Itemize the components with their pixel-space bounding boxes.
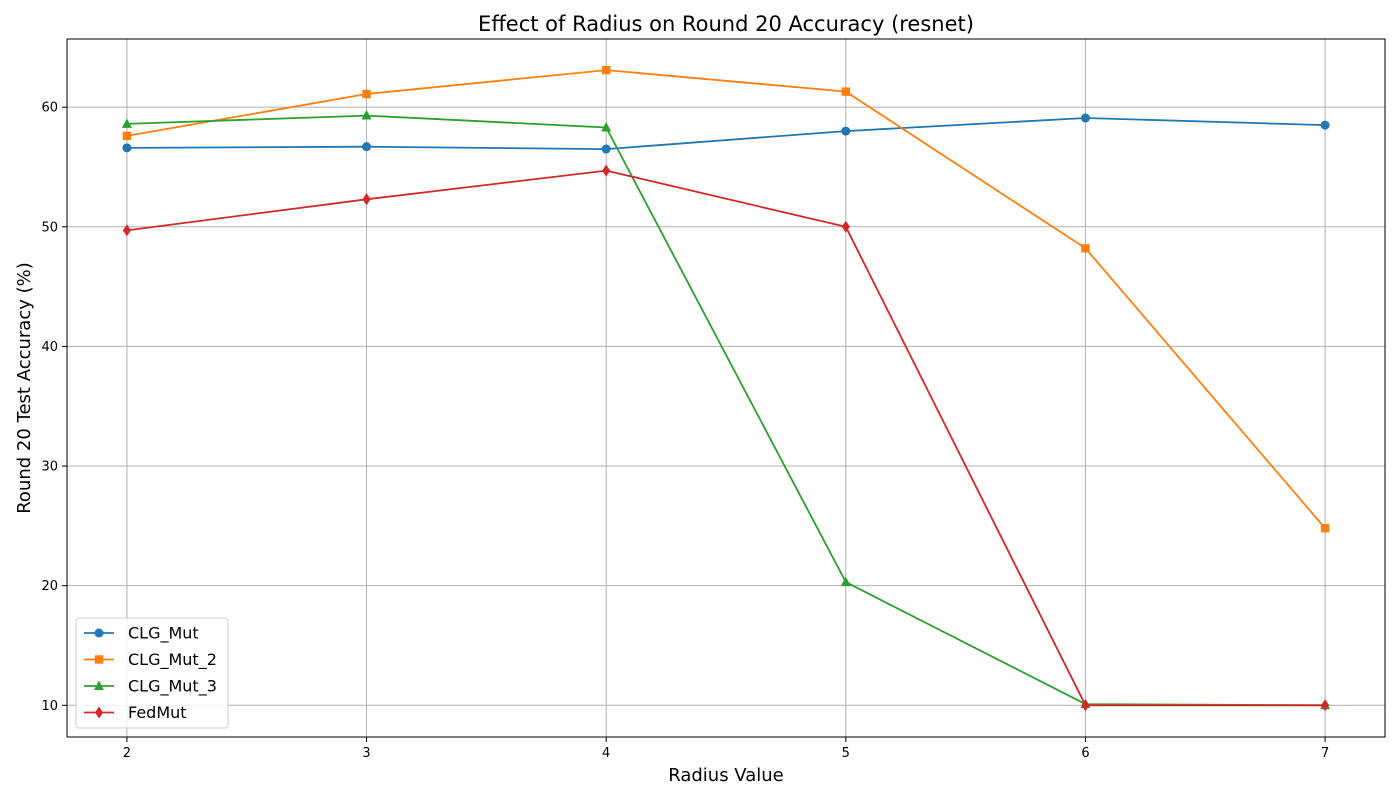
series-group bbox=[121, 65, 1331, 712]
x-tick-label: 2 bbox=[123, 746, 131, 761]
legend-label: FedMut bbox=[128, 703, 187, 722]
grid bbox=[67, 39, 1385, 737]
data-point-fedmut bbox=[1321, 699, 1330, 712]
data-point-clg-mut bbox=[601, 144, 611, 154]
legend: CLG_Mut CLG_Mut_2 CLG_Mut_3 FedMut bbox=[75, 617, 229, 729]
legend-label: CLG_Mut_3 bbox=[128, 677, 217, 697]
series-clg-mut-2 bbox=[122, 65, 1330, 533]
data-point-fedmut bbox=[841, 220, 850, 233]
legend-item-clg-mut-2: CLG_Mut_2 bbox=[84, 650, 217, 670]
data-point-clg-mut-3 bbox=[361, 110, 372, 120]
data-point-fedmut bbox=[1081, 699, 1090, 712]
data-point-clg-mut bbox=[841, 126, 851, 136]
series-clg-mut-3 bbox=[121, 110, 1331, 710]
y-tick-label: 10 bbox=[41, 699, 58, 714]
x-tick-label: 5 bbox=[842, 746, 850, 761]
axes-frame bbox=[66, 38, 1386, 738]
chart-title: Effect of Radius on Round 20 Accuracy (r… bbox=[478, 12, 974, 36]
legend-marker bbox=[94, 680, 104, 690]
x-axis-label: Radius Value bbox=[668, 765, 784, 786]
y-tick-label: 50 bbox=[41, 220, 58, 235]
legend-marker bbox=[95, 706, 103, 719]
data-point-clg-mut-3 bbox=[840, 576, 851, 587]
legend-marker bbox=[94, 628, 104, 638]
legend-item-clg-mut: CLG_Mut bbox=[84, 624, 199, 644]
x-tick-label: 3 bbox=[362, 746, 370, 761]
legend-item-fedmut: FedMut bbox=[84, 703, 187, 722]
legend-box bbox=[75, 617, 229, 729]
y-tick-label: 30 bbox=[41, 460, 58, 475]
data-point-clg-mut-2 bbox=[122, 131, 132, 141]
data-point-fedmut bbox=[122, 224, 131, 237]
data-point-clg-mut-2 bbox=[1320, 524, 1330, 533]
data-point-clg-mut bbox=[122, 143, 132, 153]
legend-item-clg-mut-3: CLG_Mut_3 bbox=[84, 677, 217, 697]
data-point-clg-mut-2 bbox=[362, 89, 371, 99]
legend-label: CLG_Mut_2 bbox=[128, 650, 217, 670]
y-axis-label: Round 20 Test Accuracy (%) bbox=[14, 262, 35, 514]
data-point-fedmut bbox=[602, 164, 611, 177]
y-tick-label: 20 bbox=[41, 579, 58, 594]
x-tick-label: 7 bbox=[1321, 746, 1329, 761]
data-point-clg-mut bbox=[1320, 120, 1330, 130]
data-point-fedmut bbox=[362, 193, 371, 206]
series-line-clg-mut-2 bbox=[126, 69, 1326, 529]
x-tick-label: 6 bbox=[1081, 746, 1089, 761]
series-fedmut bbox=[122, 164, 1330, 712]
series-line-clg-mut-3 bbox=[126, 114, 1326, 707]
data-point-clg-mut-3 bbox=[601, 122, 612, 132]
data-point-clg-mut-2 bbox=[601, 65, 611, 75]
data-point-clg-mut bbox=[1080, 113, 1090, 123]
data-point-clg-mut-2 bbox=[841, 87, 851, 96]
legend-marker bbox=[94, 655, 104, 664]
data-point-clg-mut-3 bbox=[121, 118, 132, 128]
ticks: 2 3 4 5 6 7 10 20 30 40 50 60 bbox=[41, 101, 1329, 761]
series-line-clg-mut bbox=[126, 117, 1326, 151]
legend-label: CLG_Mut bbox=[128, 624, 199, 644]
series-line-fedmut bbox=[126, 169, 1326, 707]
y-tick-label: 40 bbox=[41, 340, 58, 355]
y-tick-label: 60 bbox=[41, 101, 58, 116]
series-clg-mut bbox=[122, 113, 1330, 154]
data-point-clg-mut-2 bbox=[1081, 244, 1090, 253]
data-point-clg-mut bbox=[362, 142, 372, 152]
x-tick-label: 4 bbox=[602, 746, 610, 761]
